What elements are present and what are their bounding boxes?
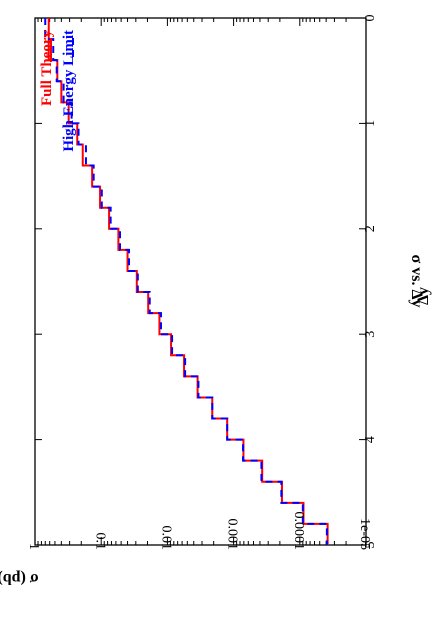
x-tick-label: 1 [363,120,378,127]
legend-label-high-energy-limit: High Energy Limit [61,30,77,152]
series-line-full-theory [47,18,329,545]
x-tick-label: 5 [363,542,378,549]
x-axis-label: Δy [415,287,432,305]
chart-title: σ vs. Δy [408,255,425,308]
tick-labels: 0 1 2 3 4 5 1 0.1 0.01 0.001 0.0001 1e-05 [26,15,378,551]
y-tick-label: 1 [26,543,41,550]
x-tick-label: 3 [363,331,378,338]
plot-frame [34,17,367,546]
series-line-high-energy-limit [44,18,328,545]
x-tick-label: 2 [363,225,378,232]
x-tick-label: 0 [363,15,378,22]
legend: Full Theory High Energy Limit [39,30,77,152]
y-tick-label: 0.0001 [291,512,306,551]
series-layer [44,18,329,545]
x-tick-label: 4 [363,436,378,443]
y-tick-label: 0.1 [92,533,107,551]
y-axis-label: σ (pb) [0,570,39,587]
y-tick-label: 1e-05 [357,518,372,550]
y-tick-label: 0.01 [159,526,174,551]
legend-label-full-theory: Full Theory [39,30,55,106]
y-tick-label: 0.001 [225,519,240,551]
tick-marks [34,17,367,546]
